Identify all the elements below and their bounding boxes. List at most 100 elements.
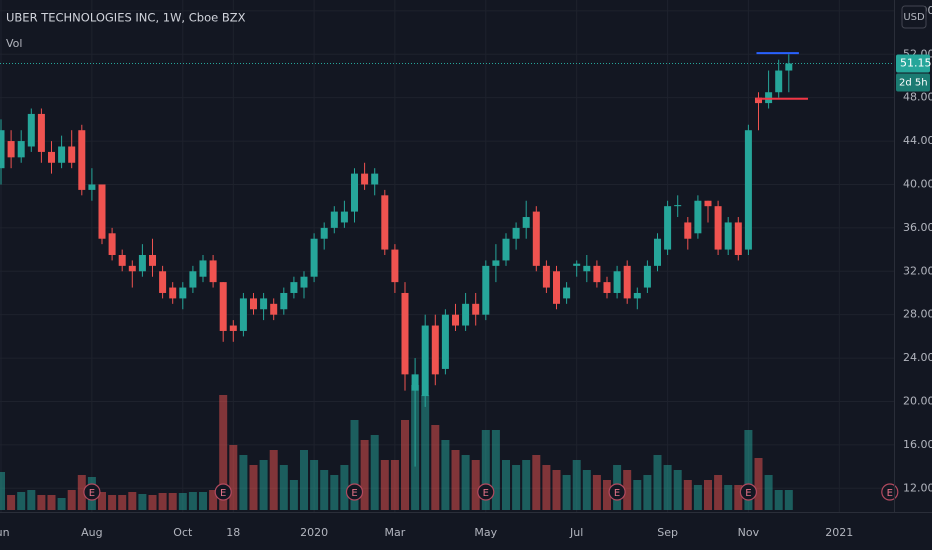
- volume-bar: [360, 440, 369, 510]
- volume-bar: [461, 455, 470, 510]
- candle-body: [744, 130, 752, 250]
- volume-bar: [401, 420, 409, 510]
- candle-body: [633, 292, 641, 299]
- candle-body: [785, 63, 793, 71]
- volume-bar: [27, 490, 36, 510]
- volume-bar: [168, 493, 177, 510]
- earnings-marker: [214, 483, 232, 501]
- candle-body: [532, 211, 540, 266]
- volume-bar: [693, 485, 702, 510]
- candle-body: [542, 265, 550, 288]
- volume-bar: [310, 460, 319, 510]
- candle-body: [421, 325, 429, 397]
- volume-bar: [330, 475, 339, 510]
- chart-title: UBER TECHNOLOGIES INC, 1W, Cboe BZX: [6, 11, 246, 25]
- candle-body: [300, 276, 308, 288]
- candle-body: [260, 298, 268, 310]
- candle-body: [371, 173, 379, 185]
- volume-bar: [724, 485, 733, 510]
- candle-body: [68, 146, 76, 163]
- earnings-marker: [881, 483, 899, 501]
- candle-body: [704, 200, 712, 207]
- candle-body: [320, 227, 328, 239]
- candle-body: [219, 282, 227, 331]
- candle-body: [431, 325, 439, 375]
- earnings-marker: [477, 483, 495, 501]
- x-tick-label: 18: [226, 526, 240, 539]
- candle-body: [58, 146, 66, 163]
- candle-body: [674, 205, 682, 207]
- candle-body: [603, 282, 611, 293]
- volume-bar: [754, 458, 763, 510]
- volume-bar: [128, 492, 137, 510]
- volume-bar: [350, 420, 359, 510]
- earnings-label: E: [483, 488, 489, 499]
- y-tick-label: 36.00: [903, 221, 932, 234]
- candle-body: [128, 265, 136, 272]
- x-tick-label: Jun: [0, 526, 10, 539]
- x-tick-label: May: [474, 526, 497, 539]
- candle-body: [472, 303, 480, 315]
- volume-bar: [320, 470, 329, 510]
- volume-bar: [229, 445, 238, 510]
- candle-body: [209, 260, 217, 283]
- volume-bar: [784, 490, 793, 510]
- volume-bar: [239, 455, 248, 510]
- candle-body: [361, 173, 369, 185]
- volume-bar: [552, 470, 561, 510]
- countdown-badge: [896, 73, 930, 92]
- y-tick-label: 48.00: [903, 91, 932, 104]
- candle-body: [765, 92, 773, 104]
- volume-bar: [774, 490, 783, 510]
- volume-bar: [289, 480, 298, 510]
- y-tick-label: 32.00: [903, 264, 932, 277]
- y-tick-label: 40.00: [903, 177, 932, 190]
- volume-bar: [249, 465, 258, 510]
- candle-body: [643, 265, 651, 288]
- currency-button[interactable]: [901, 5, 927, 29]
- earnings-label: E: [220, 488, 226, 499]
- candle-body: [512, 227, 520, 239]
- candle-body: [522, 217, 530, 228]
- y-tick-label: 24.00: [903, 351, 932, 364]
- volume-bar: [17, 492, 26, 510]
- currency-label: USD: [903, 12, 925, 23]
- earnings-marker: [345, 483, 364, 501]
- x-tick-label: Sep: [657, 526, 678, 539]
- candle-body: [613, 271, 621, 293]
- candle-body: [37, 113, 45, 152]
- candle-body: [441, 314, 449, 369]
- candle-body: [351, 173, 358, 212]
- volume-bar: [481, 430, 490, 510]
- volume-bar: [491, 430, 500, 510]
- candle-body: [229, 325, 237, 331]
- volume-pane: [0, 385, 793, 510]
- volume-bar: [633, 480, 642, 510]
- candle-body: [462, 303, 470, 326]
- last-price-label: 51.15: [900, 56, 932, 69]
- volume-bar: [67, 490, 76, 510]
- candle-body: [684, 222, 692, 239]
- last-price-badge: [896, 54, 930, 73]
- volume-bar: [158, 493, 167, 510]
- volume-bar: [451, 450, 460, 510]
- volume-bar: [370, 435, 379, 510]
- volume-bar: [471, 460, 480, 510]
- candle-body: [623, 265, 631, 299]
- candle-body: [654, 238, 661, 266]
- volume-bar: [532, 455, 541, 510]
- candle-body: [724, 222, 732, 250]
- candle-body: [250, 298, 257, 310]
- volume-bar: [653, 455, 662, 510]
- volume-bar: [714, 475, 723, 510]
- y-tick-label: 44.00: [903, 134, 932, 147]
- y-tick-label: 20.00: [903, 394, 932, 407]
- candle-body: [411, 374, 419, 391]
- candle-body: [17, 141, 25, 158]
- volume-bar: [673, 470, 682, 510]
- candle-body: [48, 151, 55, 163]
- candle-body: [664, 206, 672, 250]
- volume-bar: [259, 460, 268, 510]
